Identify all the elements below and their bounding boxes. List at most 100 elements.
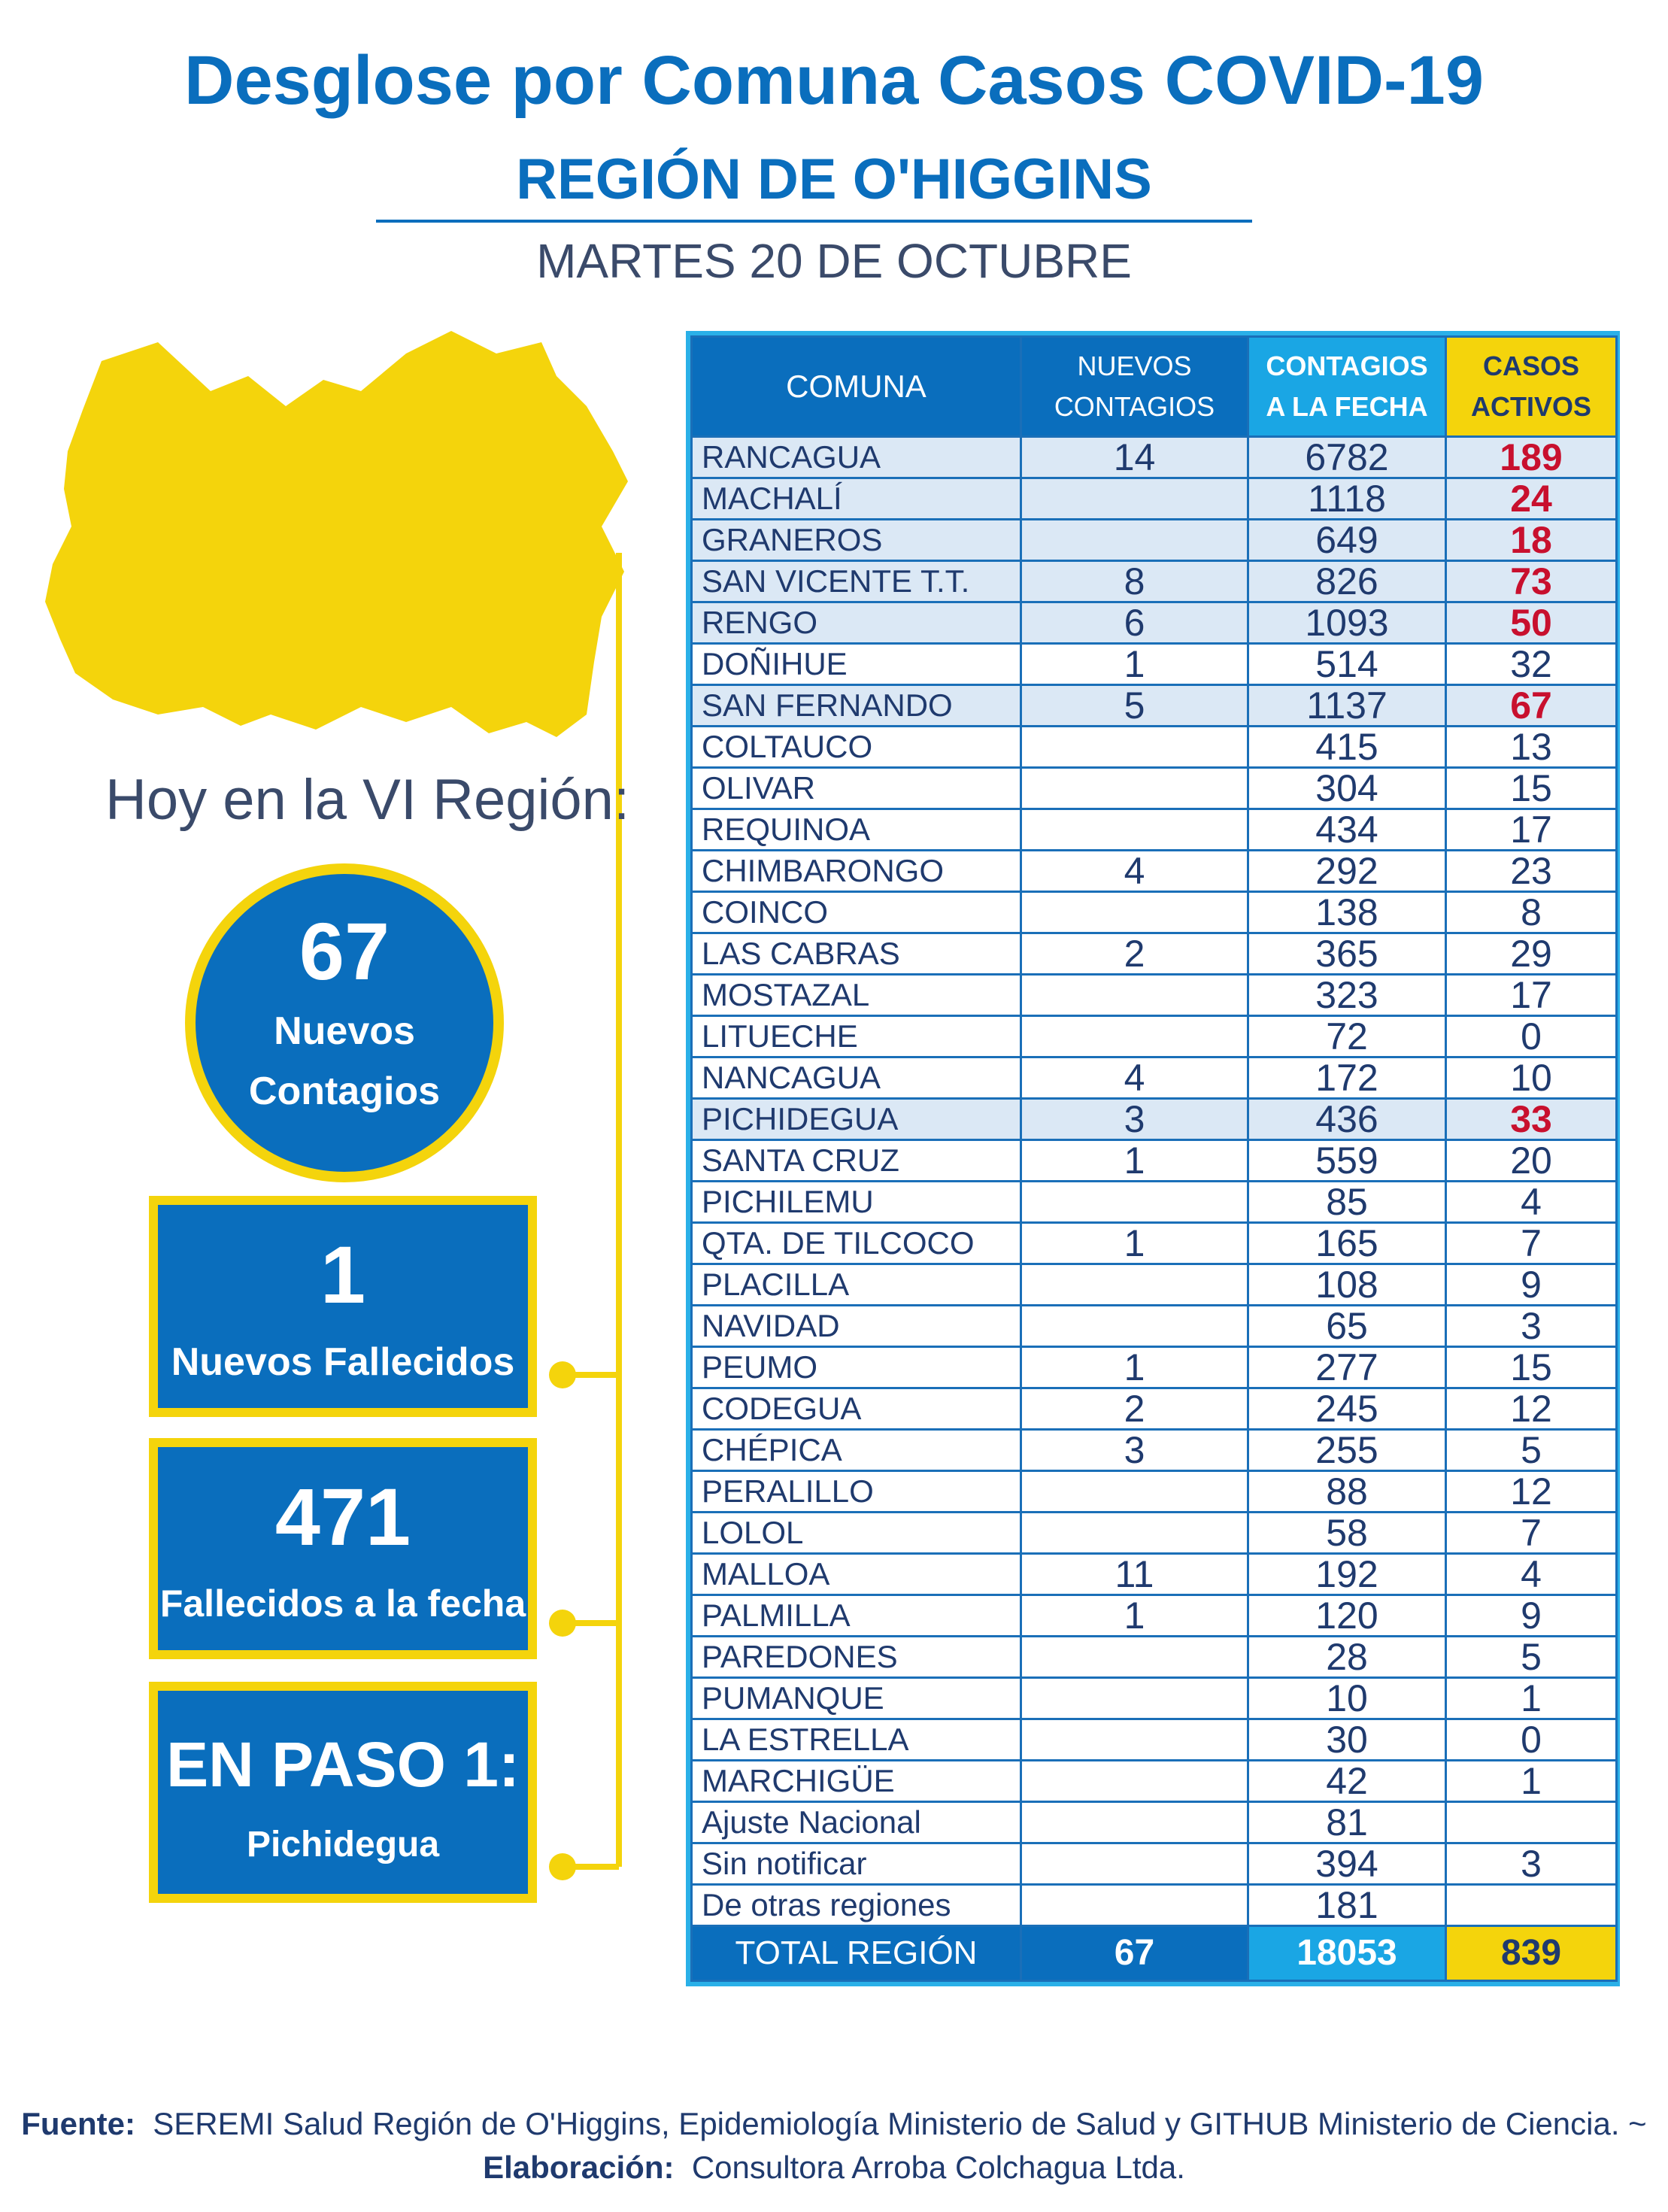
number-cell: 1 [1445,1759,1618,1803]
number-cell: 4 [1020,1056,1249,1100]
table-row: NANCAGUA 4 172 10 [690,1056,1618,1100]
number-cell: 826 [1247,560,1447,603]
number-cell: 8 [1445,891,1618,934]
number-cell [1020,1470,1249,1513]
number-cell [1020,1676,1249,1720]
table-row: RANCAGUA 14 6782 189 [690,435,1618,479]
number-cell: 29 [1445,932,1618,976]
number-cell: 12 [1445,1387,1618,1431]
number-cell [1020,725,1249,769]
number-cell: 189 [1445,435,1618,479]
source-text: SEREMI Salud Región de O'Higgins, Epidem… [153,2106,1647,2141]
number-cell: 18 [1445,518,1618,562]
total-label: TOTAL REGIÓN [690,1925,1022,1982]
number-cell: 415 [1247,725,1447,769]
number-cell: 108 [1247,1263,1447,1306]
comuna-cell: LOLOL [690,1511,1022,1555]
comuna-cell: CHIMBARONGO [690,849,1022,893]
number-cell: 15 [1445,1346,1618,1389]
number-cell [1020,1759,1249,1803]
comuna-cell: LITUECHE [690,1015,1022,1058]
number-cell [1020,1511,1249,1555]
box-value: EN PASO 1: [166,1729,520,1800]
number-cell: 323 [1247,973,1447,1017]
table-row: De otras regiones 181 [690,1883,1618,1927]
number-cell [1020,1180,1249,1224]
table-row: LITUECHE 72 0 [690,1015,1618,1058]
box-label: Nuevos Fallecidos [171,1340,515,1384]
comuna-cell: COLTAUCO [690,725,1022,769]
comuna-cell: DOÑIHUE [690,642,1022,686]
number-cell: 58 [1247,1511,1447,1555]
box-label: Fallecidos a la fecha [159,1582,526,1625]
number-cell: 4 [1020,849,1249,893]
comuna-cell: PICHIDEGUA [690,1097,1022,1141]
table-row: CODEGUA 2 245 12 [690,1387,1618,1431]
comuna-cell: MACHALÍ [690,477,1022,520]
number-cell: 81 [1247,1801,1447,1844]
number-cell: 42 [1247,1759,1447,1803]
number-cell: 10 [1247,1676,1447,1720]
column-header: CASOS ACTIVOS [1445,335,1618,438]
number-cell [1020,1263,1249,1306]
table-row: PLACILLA 108 9 [690,1263,1618,1306]
number-cell [1020,808,1249,851]
number-cell: 1137 [1247,684,1447,727]
table-row: CHIMBARONGO 4 292 23 [690,849,1618,893]
number-cell: 23 [1445,849,1618,893]
table-row: PERALILLO 88 12 [690,1470,1618,1513]
comuna-cell: LAS CABRAS [690,932,1022,976]
number-cell [1020,1304,1249,1348]
number-cell: 514 [1247,642,1447,686]
number-cell: 4 [1445,1180,1618,1224]
number-cell: 17 [1445,808,1618,851]
number-cell: 8 [1020,560,1249,603]
number-cell: 5 [1020,684,1249,727]
comuna-cell: COINCO [690,891,1022,934]
number-cell: 120 [1247,1594,1447,1637]
comuna-cell: QTA. DE TILCOCO [690,1221,1022,1265]
table-row: CHÉPICA 3 255 5 [690,1428,1618,1472]
comuna-cell: RENGO [690,601,1022,645]
table-body: RANCAGUA 14 6782 189 MACHALÍ 1118 24 GRANEROS 64… [690,435,1618,1982]
table-row: REQUINOA 434 17 [690,808,1618,851]
number-cell: 28 [1247,1635,1447,1679]
summary-box: EN PASO 1: Pichidegua [149,1682,537,1903]
number-cell: 394 [1247,1842,1447,1886]
table-row: Sin notificar 394 3 [690,1842,1618,1886]
box-value: 1 [320,1229,366,1320]
region-map [45,331,628,737]
number-cell: 73 [1445,560,1618,603]
total-cell: 18053 [1247,1925,1447,1982]
comuna-cell: CODEGUA [690,1387,1022,1431]
number-cell: 50 [1445,601,1618,645]
number-cell: 292 [1247,849,1447,893]
table-row: PUMANQUE 10 1 [690,1676,1618,1720]
column-header: CONTAGIOS A LA FECHA [1247,335,1447,438]
new-cases-circle: 67 Nuevos Contagios [185,863,504,1182]
number-cell: 2 [1020,932,1249,976]
credit-label: Elaboración: [483,2150,675,2185]
new-cases-label: Nuevos [274,1009,415,1053]
summary-box: 471 Fallecidos a la fecha [149,1438,537,1659]
date: MARTES 20 DE OCTUBRE [536,234,1132,288]
number-cell: 20 [1445,1139,1618,1182]
number-cell: 15 [1445,766,1618,810]
table-row: MOSTAZAL 323 17 [690,973,1618,1017]
number-cell: 1118 [1247,477,1447,520]
column-header: NUEVOS CONTAGIOS [1020,335,1249,438]
table-row: COLTAUCO 415 13 [690,725,1618,769]
number-cell: 192 [1247,1552,1447,1596]
number-cell: 0 [1445,1015,1618,1058]
table-row: LAS CABRAS 2 365 29 [690,932,1618,976]
subtitle: REGIÓN DE O'HIGGINS [516,147,1152,211]
comuna-cell: SAN FERNANDO [690,684,1022,727]
comuna-cell: PAREDONES [690,1635,1022,1679]
number-cell: 365 [1247,932,1447,976]
table-row: PICHIDEGUA 3 436 33 [690,1097,1618,1141]
box-value: 471 [274,1471,411,1562]
table-row: SAN FERNANDO 5 1137 67 [690,684,1618,727]
number-cell: 6 [1020,601,1249,645]
number-cell [1020,1635,1249,1679]
number-cell: 3 [1445,1304,1618,1348]
